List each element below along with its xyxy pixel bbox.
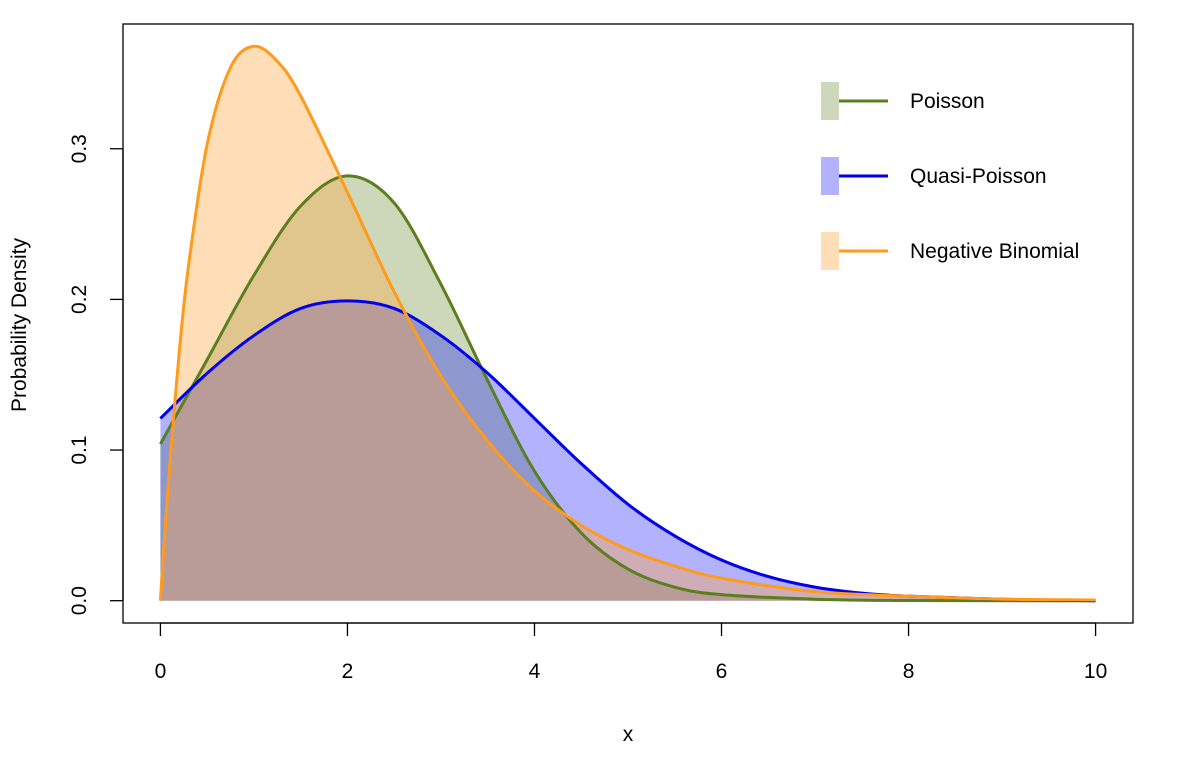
x-axis-label: x <box>623 723 634 746</box>
legend-label-negative-binomial: Negative Binomial <box>910 240 1079 263</box>
legend-swatch-negative-binomial <box>821 232 839 270</box>
y-axis: 0.0 0.1 0.2 0.3 <box>68 134 124 615</box>
series-fills <box>160 46 1096 601</box>
x-tick-label: 0 <box>155 660 167 683</box>
legend-label-quasi-poisson: Quasi-Poisson <box>910 165 1047 188</box>
area-negative-binomial <box>160 46 1096 601</box>
area-poisson <box>160 175 1096 601</box>
line-poisson <box>159 174 1096 603</box>
area-quasi-poisson <box>160 300 1096 601</box>
x-axis: 0 2 4 6 8 10 <box>155 622 1107 683</box>
legend: Poisson Quasi-Poisson Negative Binomial <box>821 82 1079 270</box>
x-tick-label: 6 <box>716 660 728 683</box>
x-tick-label: 8 <box>903 660 915 683</box>
series-lines <box>158 44 1096 603</box>
y-tick-label: 0.0 <box>68 586 91 615</box>
legend-swatch-quasi-poisson <box>821 157 839 195</box>
y-axis-label: Probability Density <box>8 238 31 412</box>
legend-swatch-poisson <box>821 82 839 120</box>
y-tick-label: 0.3 <box>68 134 91 163</box>
x-tick-label: 4 <box>529 660 541 683</box>
legend-label-poisson: Poisson <box>910 90 985 113</box>
line-negative-binomial <box>158 44 1096 602</box>
x-tick-label: 2 <box>342 660 354 683</box>
x-tick-label: 10 <box>1084 660 1107 683</box>
y-tick-label: 0.2 <box>68 285 91 314</box>
y-tick-label: 0.1 <box>68 435 91 464</box>
